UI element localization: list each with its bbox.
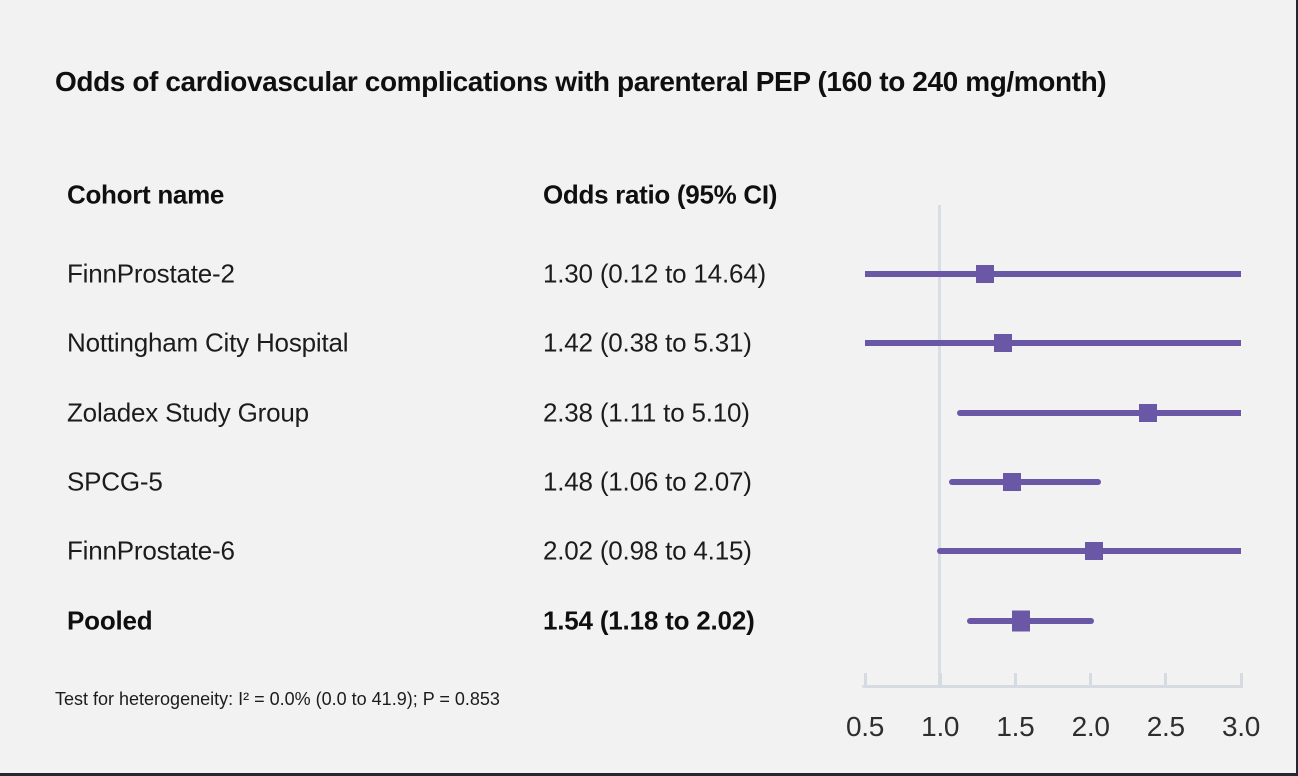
x-axis-tick-label: 1.0 (921, 711, 960, 742)
x-axis-tick-label: 3.0 (1221, 711, 1261, 742)
x-axis-tick (1013, 673, 1017, 686)
x-axis-tick-label: 0.5 (845, 711, 885, 742)
x-axis-tick (1164, 673, 1168, 686)
cohort-label: FinnProstate-6 (67, 535, 235, 566)
point-estimate-marker (1138, 403, 1157, 422)
cohort-label: Zoladex Study Group (67, 397, 309, 428)
cohort-label: FinnProstate-2 (67, 258, 235, 289)
confidence-interval-line (865, 340, 1241, 347)
odds-ratio-value: 1.48 (1.06 to 2.07) (543, 466, 752, 497)
cohort-label: SPCG-5 (67, 466, 163, 497)
x-axis-line (862, 685, 1243, 688)
column-header-odds-ratio: Odds ratio (95% CI) (543, 179, 778, 210)
point-estimate-marker (1084, 542, 1103, 561)
odds-ratio-value: 2.02 (0.98 to 4.15) (543, 535, 752, 566)
confidence-interval-line (956, 409, 1241, 416)
heterogeneity-note: Test for heterogeneity: I² = 0.0% (0.0 t… (55, 689, 500, 709)
odds-ratio-value: 1.42 (0.38 to 5.31) (543, 327, 752, 358)
pooled-estimate-marker (1012, 610, 1031, 631)
confidence-interval-line (865, 271, 1241, 277)
chart-title: Odds of cardiovascular complications wit… (55, 66, 1107, 97)
odds-ratio-value: 1.54 (1.18 to 2.02) (543, 605, 755, 635)
x-axis-tick-label: 2.5 (1146, 711, 1185, 742)
x-axis-tick-label: 2.0 (1071, 711, 1110, 742)
x-axis-tick-label: 1.5 (996, 711, 1035, 742)
point-estimate-marker (976, 265, 995, 283)
x-axis-tick (938, 673, 942, 686)
confidence-interval-line (949, 478, 1102, 485)
odds-ratio-value: 2.38 (1.11 to 5.10) (543, 397, 750, 428)
point-estimate-marker (1003, 472, 1022, 491)
cohort-label: Nottingham City Hospital (67, 327, 349, 358)
x-axis-tick (863, 673, 867, 686)
x-axis-tick (1239, 673, 1243, 686)
point-estimate-marker (994, 334, 1013, 353)
reference-line-or-1 (938, 205, 941, 688)
column-header-cohort-name: Cohort name (67, 179, 225, 210)
confidence-interval-line (967, 617, 1094, 624)
odds-ratio-value: 1.30 (0.12 to 14.64) (543, 258, 766, 289)
cohort-label: Pooled (67, 605, 153, 635)
x-axis-tick (1089, 673, 1093, 686)
